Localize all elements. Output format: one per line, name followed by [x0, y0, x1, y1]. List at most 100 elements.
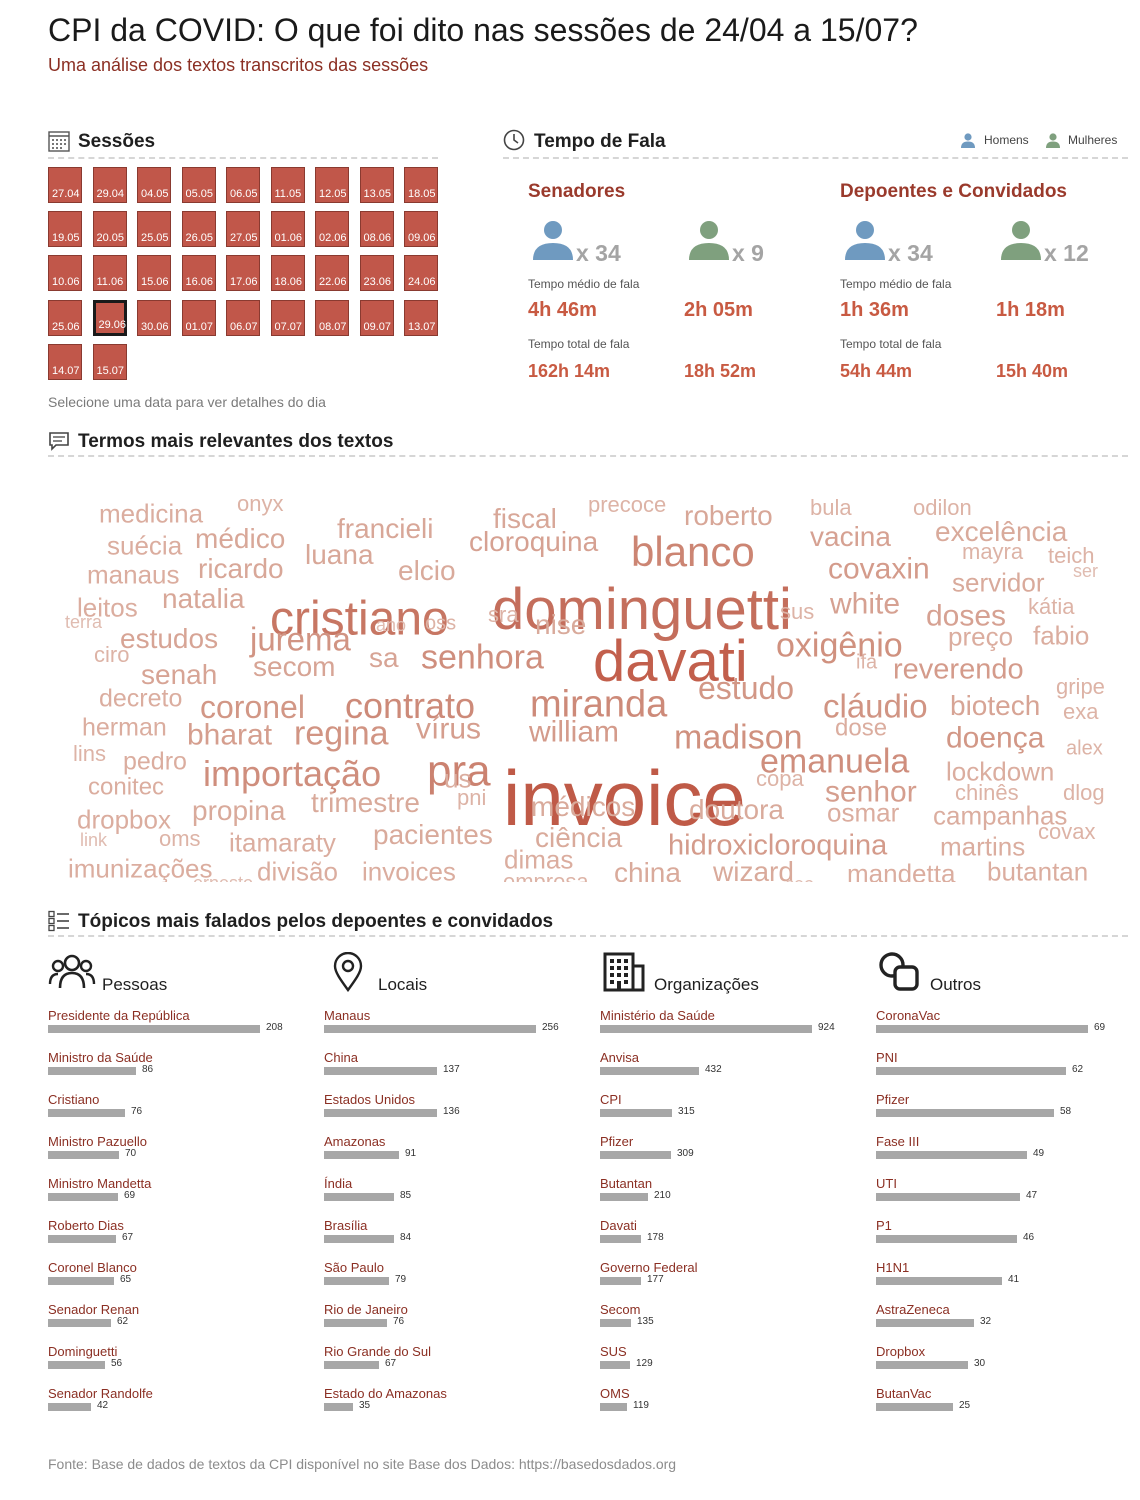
session-day-label: 06.07 [230, 320, 258, 333]
topic-item-value: 256 [542, 1022, 559, 1033]
word-exa: exa [1063, 699, 1099, 724]
session-day-20.05[interactable]: 20.05 [92, 211, 127, 248]
topic-item: SUS 129 [600, 1344, 860, 1386]
word-vírus: vírus [416, 712, 481, 745]
session-day-label: 18.06 [274, 276, 303, 289]
session-day-label: 10.06 [52, 276, 80, 289]
session-day-label: 09.07 [363, 320, 392, 333]
session-day-label: 17.06 [230, 276, 258, 289]
session-day-08.06[interactable]: 08.06 [359, 211, 394, 248]
topic-item-value: 62 [1072, 1064, 1084, 1075]
word-importação: importação [203, 753, 381, 794]
word-senah: senah [141, 659, 217, 690]
word-suécia: suécia [107, 530, 183, 560]
topic-item-value: 85 [400, 1190, 412, 1201]
session-day-12.05[interactable]: 12.05 [315, 167, 349, 203]
session-day-13.07[interactable]: 13.07 [404, 299, 438, 336]
session-day-09.07[interactable]: 09.07 [359, 299, 394, 336]
avg-senators-women: 2h 05m [684, 299, 753, 321]
word-teich: teich [1048, 543, 1094, 568]
topic-item-bar [48, 1319, 111, 1327]
session-day-05.05[interactable]: 05.05 [181, 167, 216, 203]
session-day-label: 25.05 [141, 232, 169, 245]
topic-item-label: Dominguetti [48, 1344, 118, 1359]
word-cloroquina: cloroquina [469, 526, 599, 557]
topic-item: Roberto Dias 67 [48, 1218, 308, 1260]
topic-item-value: 62 [117, 1316, 129, 1327]
session-day-04.05[interactable]: 04.05 [137, 167, 171, 203]
topic-item-label: Secom [600, 1302, 641, 1317]
word-gripe: gripe [1056, 674, 1105, 699]
word-ano: ano [376, 615, 406, 635]
session-day-15.06[interactable]: 15.06 [137, 255, 171, 292]
topic-item-value: 137 [443, 1064, 460, 1075]
word-itamaraty: itamaraty [229, 827, 336, 857]
session-day-27.05[interactable]: 27.05 [226, 211, 260, 248]
count-witnesses-women: x 12 [1044, 240, 1089, 266]
session-day-19.05[interactable]: 19.05 [48, 211, 82, 248]
session-day-26.05[interactable]: 26.05 [181, 211, 216, 248]
topic-item: Dominguetti 56 [48, 1344, 308, 1386]
topic-item-label: Coronel Blanco [48, 1260, 137, 1275]
topic-item: China 137 [324, 1050, 584, 1092]
word-white: white [829, 587, 900, 620]
session-day-22.06[interactable]: 22.06 [315, 255, 349, 292]
session-day-07.07[interactable]: 07.07 [270, 299, 305, 336]
word-estudo: estudo [698, 670, 794, 706]
session-day-24.06[interactable]: 24.06 [404, 255, 438, 292]
word-biotech: biotech [950, 690, 1040, 721]
session-day-01.07[interactable]: 01.07 [181, 299, 216, 336]
person-men-icon [532, 218, 574, 265]
session-day-13.05[interactable]: 13.05 [359, 167, 394, 203]
word-vacina: vacina [810, 521, 891, 552]
topic-item-label: Brasília [324, 1218, 368, 1233]
session-day-label: 02.06 [319, 232, 347, 245]
word-médico: médico [195, 523, 285, 554]
session-day-29.04[interactable]: 29.04 [92, 167, 127, 203]
session-day-09.06[interactable]: 09.06 [404, 211, 438, 248]
session-day-11.06[interactable]: 11.06 [92, 255, 127, 292]
session-day-25.06[interactable]: 25.06 [48, 299, 82, 336]
word-oxigênio: oxigênio [776, 627, 903, 665]
session-day-30.06[interactable]: 30.06 [137, 299, 171, 336]
word-cristiano: cristiano [270, 592, 449, 645]
person-women-icon [1000, 218, 1042, 265]
session-day-02.06[interactable]: 02.06 [315, 211, 349, 248]
session-day-17.06[interactable]: 17.06 [226, 255, 260, 292]
session-day-01.06[interactable]: 01.06 [270, 211, 305, 248]
topic-item-label: Estado do Amazonas [324, 1386, 447, 1401]
session-day-10.06[interactable]: 10.06 [48, 255, 82, 292]
session-day-06.07[interactable]: 06.07 [226, 299, 260, 336]
word-ciência: ciência [535, 822, 623, 853]
word-ceo: ceo [785, 874, 814, 882]
session-day-14.07[interactable]: 14.07 [48, 343, 82, 380]
topic-item-bar [324, 1025, 536, 1033]
word-contrato: contrato [345, 685, 475, 726]
topic-item: Ministro da Saúde 86 [48, 1050, 308, 1092]
topic-item: Ministro Pazuello 70 [48, 1134, 308, 1176]
session-day-15.07[interactable]: 15.07 [92, 343, 127, 380]
session-day-label: 24.06 [408, 276, 436, 289]
session-day-11.05[interactable]: 11.05 [270, 167, 305, 203]
session-day-label: 11.05 [274, 188, 302, 200]
word-fiscal: fiscal [493, 503, 557, 534]
session-day-18.06[interactable]: 18.06 [270, 255, 305, 292]
session-day-18.05[interactable]: 18.05 [404, 167, 438, 203]
session-day-label: 12.05 [319, 188, 347, 200]
topic-item-label: Butantan [600, 1176, 653, 1191]
session-day-06.05[interactable]: 06.05 [226, 167, 260, 203]
session-day-29.06[interactable]: 29.06 [92, 299, 127, 336]
topic-item-value: 46 [1023, 1232, 1035, 1243]
word-sa: sa [369, 642, 399, 673]
session-day-08.07[interactable]: 08.07 [315, 299, 349, 336]
session-day-23.06[interactable]: 23.06 [359, 255, 394, 292]
total-label: Tempo total de fala [840, 337, 942, 351]
session-day-25.05[interactable]: 25.05 [137, 211, 171, 248]
topic-title-others: Outros [930, 975, 982, 994]
topic-item-value: 70 [125, 1148, 137, 1159]
session-day-16.06[interactable]: 16.06 [181, 255, 216, 292]
topic-item-label: Fase III [876, 1134, 920, 1149]
session-day-27.04[interactable]: 27.04 [48, 167, 82, 203]
topic-item-label: H1N1 [876, 1260, 910, 1275]
word-cláudio: cláudio [823, 688, 928, 725]
